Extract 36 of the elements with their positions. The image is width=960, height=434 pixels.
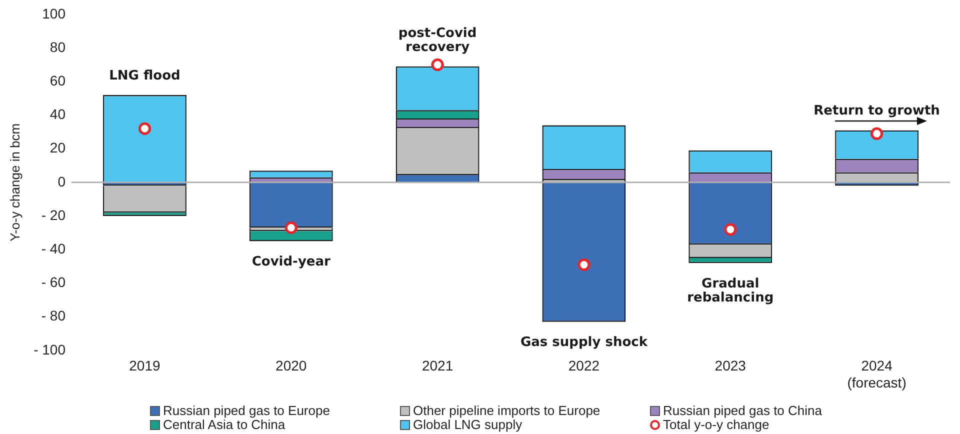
y-tick-label: 0 (58, 173, 66, 190)
legend-label: Other pipeline imports to Europe (413, 403, 600, 418)
legend-label: Total y-o-y change (663, 417, 770, 432)
legend-label: Global LNG supply (413, 417, 522, 432)
y-tick-label: 100 (42, 5, 66, 22)
y-tick-label: 60 (50, 72, 66, 88)
x-tick-label: 2021 (422, 358, 454, 374)
point (138, 122, 151, 135)
annotation: Return to growth (814, 104, 940, 119)
x-tick-label: 2023 (714, 358, 746, 374)
point (724, 223, 737, 236)
legend-label: Central Asia to China (163, 417, 286, 432)
legend-label: Russian piped gas to Europe (163, 403, 330, 418)
x-tick-label: 2024 (forecast) (847, 358, 906, 390)
x-tick-label: 2019 (129, 358, 160, 374)
point (284, 222, 298, 234)
y-axis-title: Y-o-y change in bcm (7, 123, 22, 242)
y-tick-label: 20 (50, 140, 66, 156)
point (431, 58, 444, 72)
y-tick-label: - 40 (41, 240, 66, 256)
annotation: post-Covid recovery (398, 26, 477, 55)
y-tick-label: - 60 (41, 274, 66, 290)
y-tick-label: - 20 (41, 206, 66, 223)
y-tick-label: - 100 (34, 341, 66, 358)
annotation: Covid-year (252, 254, 332, 270)
y-tick-label: - 80 (41, 308, 66, 324)
point (870, 127, 884, 140)
y-tick-label: 40 (50, 106, 66, 122)
x-tick-label: 2020 (276, 358, 307, 374)
annotation: Gas supply shock (520, 335, 648, 350)
x-tick-label: 2022 (568, 358, 600, 374)
annotation: LNG flood (109, 68, 180, 84)
point (578, 258, 590, 271)
y-tick-label: 80 (50, 38, 66, 55)
legend-label: Russian piped gas to China (663, 403, 822, 418)
annotation: Gradual rebalancing (687, 276, 774, 306)
